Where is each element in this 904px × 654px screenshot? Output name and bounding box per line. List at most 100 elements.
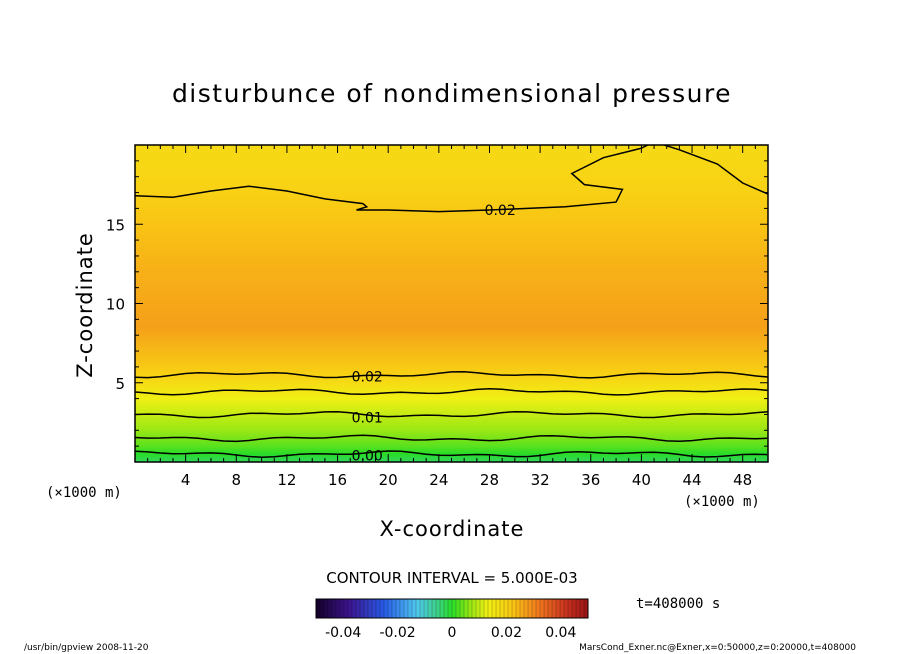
colorbar-cell [504,599,509,618]
plot-area [135,145,768,462]
colorbar-cell [580,599,585,618]
colorbar-cell [344,599,349,618]
colorbar-cell [400,599,405,618]
x-tick-label: 8 [232,471,242,489]
colorbar-cell [328,599,333,618]
colorbar-cell [408,599,413,618]
x-tick-label: 20 [379,471,398,489]
colorbar-cell [488,599,493,618]
colorbar-cell [396,599,401,618]
colorbar-cell [496,599,501,618]
colorbar-ticks: -0.04 -0.02 0 0.02 0.04 [325,625,576,641]
colorbar-cell [540,599,545,618]
colorbar-cell [464,599,469,618]
colorbar-cell [324,599,329,618]
x-tick-label: 24 [429,471,448,489]
colorbar-tick-label: -0.02 [379,625,415,641]
contour-line [135,410,768,419]
colorbar-cell [472,599,477,618]
colorbar-cell [356,599,361,618]
colorbar [315,599,589,618]
colorbar-cell [392,599,397,618]
colorbar-frame [315,598,589,619]
colorbar-cell [520,599,525,618]
colorbar-cell [556,599,561,618]
colorbar-cell [428,599,433,618]
contour-line-upper [135,145,768,213]
colorbar-cell [500,599,505,618]
colorbar-cell [456,599,461,618]
x-unit-label-right: (×1000 m) [684,494,760,510]
colorbar-cell [544,599,549,618]
colorbar-cell [416,599,421,618]
colorbar-cell [512,599,517,618]
colorbar-cell [548,599,553,618]
colorbar-cell [352,599,357,618]
colorbar-cell [376,599,381,618]
colorbar-cell [368,599,373,618]
footer-left: /usr/bin/gpview 2008-11-20 [24,643,149,653]
footer-right: MarsCond_Exner.nc@Exner,x=0:50000,z=0:20… [579,643,856,653]
colorbar-cell [372,599,377,618]
colorbar-cell [508,599,513,618]
x-tick-label: 44 [682,471,701,489]
colorbar-cell [348,599,353,618]
x-tick-label: 40 [632,471,651,489]
contour-line [135,388,768,396]
colorbar-tick-label: 0.04 [545,625,576,641]
colorbar-cell [320,599,325,618]
colorbar-cell [560,599,565,618]
colorbar-cell [448,599,453,618]
colorbar-cell [364,599,369,618]
y-tick-label: 5 [115,375,125,393]
colorbar-cell [404,599,409,618]
x-tick-label: 32 [531,471,550,489]
colorbar-tick-label: 0 [448,625,457,641]
colorbar-cell [388,599,393,618]
contour-label: 0.00 [352,449,383,465]
y-tick-label: 15 [106,216,125,234]
x-tick-label: 36 [581,471,600,489]
colorbar-cell [516,599,521,618]
colorbar-cell [412,599,417,618]
colorbar-cell [436,599,441,618]
colorbar-cell [420,599,425,618]
colorbar-cell [576,599,581,618]
colorbar-cell [432,599,437,618]
colorbar-cell [444,599,449,618]
chart-title: disturbunce of nondimensional pressure [172,79,732,108]
x-tick-label: 12 [277,471,296,489]
colorbar-cell [460,599,465,618]
colorbar-cell [564,599,569,618]
contour-line [135,371,768,379]
x-tick-label: 28 [480,471,499,489]
colorbar-cell [316,599,321,618]
contour-labels: 0.02 0.02 0.01 0.00 [352,203,516,465]
colorbar-cell [332,599,337,618]
contour-lines [135,145,768,458]
y-tick-label: 10 [106,296,125,314]
colorbar-cell [360,599,365,618]
contour-label: 0.01 [352,411,383,427]
colorbar-cell [480,599,485,618]
colorbar-cell [532,599,537,618]
time-label: t=408000 s [636,596,720,612]
colorbar-cell [584,599,589,618]
colorbar-cell [552,599,557,618]
colorbar-cell [452,599,457,618]
y-axis-label: Z-coordinate [73,232,97,378]
contour-label: 0.02 [352,369,383,385]
colorbar-cell [524,599,529,618]
colorbar-cell [468,599,473,618]
colorbar-cell [536,599,541,618]
colorbar-tick-label: -0.04 [325,625,361,641]
colorbar-cell [492,599,497,618]
contour-line [135,450,768,458]
x-tick-label: 16 [328,471,347,489]
colorbar-cell [384,599,389,618]
colorbar-cell [424,599,429,618]
contour-line [135,434,768,443]
colorbar-cell [476,599,481,618]
